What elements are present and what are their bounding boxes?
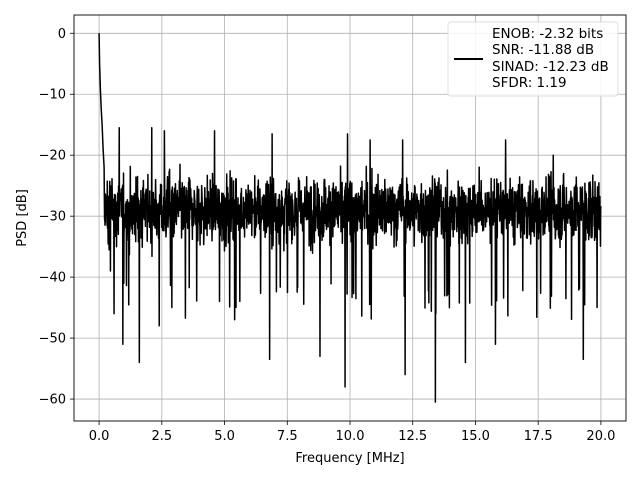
- x-tick-label: 12.5: [398, 429, 427, 444]
- legend-line-sfdr: SFDR: 1.19: [492, 75, 567, 91]
- legend-line-snr: SNR: -11.88 dB: [492, 42, 594, 58]
- y-tick-label: −60: [39, 393, 66, 408]
- x-tick-label: 7.5: [277, 429, 298, 444]
- x-tick-label: 10.0: [336, 429, 365, 444]
- y-tick-label: −10: [39, 88, 66, 103]
- y-tick-label: −50: [39, 332, 66, 347]
- y-tick-label: −30: [39, 210, 66, 225]
- y-axis-label: PSD [dB]: [15, 189, 30, 247]
- x-tick-label: 0.0: [89, 429, 110, 444]
- y-tick-label: 0: [58, 27, 66, 42]
- legend-line-sinad: SINAD: -12.23 dB: [492, 59, 609, 75]
- x-tick-label: 17.5: [524, 429, 553, 444]
- legend-box: [447, 21, 619, 97]
- x-axis-label: Frequency [MHz]: [295, 451, 404, 466]
- y-tick-label: −20: [39, 149, 66, 164]
- psd-series-line: [98, 33, 602, 403]
- y-tick-label: −40: [39, 271, 66, 286]
- x-tick-label: 2.5: [151, 429, 172, 444]
- x-tick-label: 5.0: [214, 429, 235, 444]
- series-layer: [98, 33, 602, 403]
- legend-line-enob: ENOB: -2.32 bits: [492, 26, 603, 42]
- ticks: 0.0 2.5 5.0 7.5 10.0 12.5 15.0 17.5 20.0 0 −10 −20 −…: [39, 27, 616, 444]
- x-tick-label: 15.0: [461, 429, 490, 444]
- legend: ENOB: -2.32 bits SNR: -11.88 dB SINAD: -…: [447, 21, 619, 97]
- x-tick-label: 20.0: [586, 429, 615, 444]
